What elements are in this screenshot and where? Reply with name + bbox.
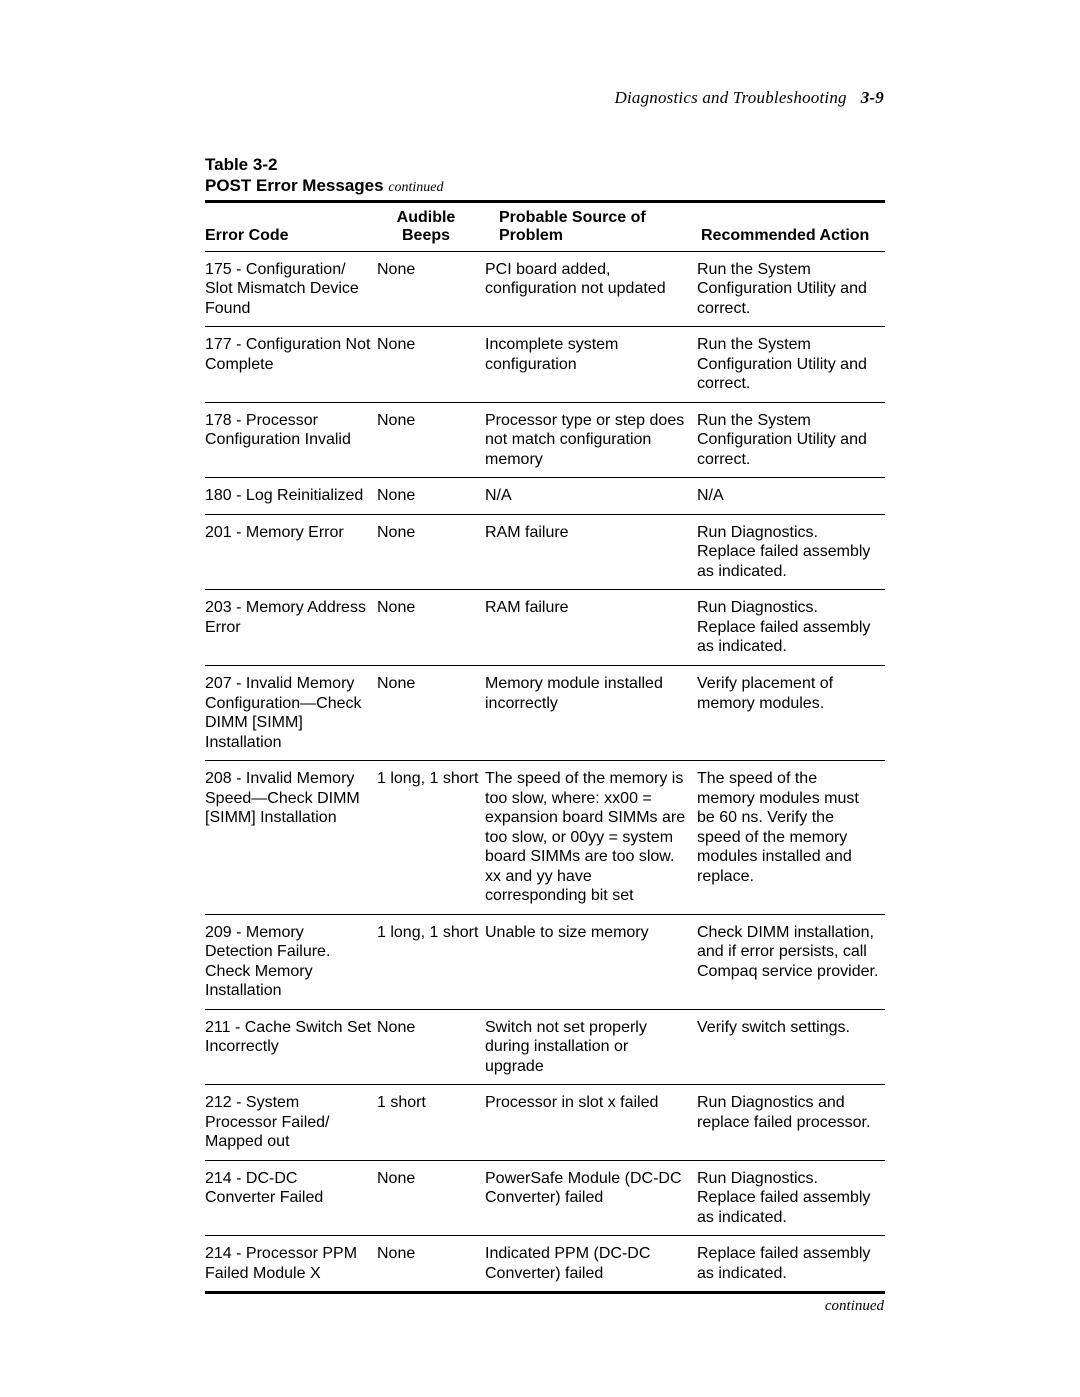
table-row: 211 - Cache Switch Set IncorrectlyNoneSw… [205,1009,885,1085]
cell-problem: PowerSafe Module (DC-DC Converter) faile… [485,1160,697,1236]
cell-audible-beeps: None [377,1160,485,1236]
running-header-title: Diagnostics and Troubleshooting [614,88,846,107]
cell-action: Verify placement of memory modules. [697,666,885,761]
cell-problem: Switch not set properly during installat… [485,1009,697,1085]
table-row: 212 - System Processor Failed/ Mapped ou… [205,1085,885,1161]
cell-problem: Indicated PPM (DC-DC Converter) failed [485,1236,697,1293]
table-row: 209 - Memory Detection Failure. Check Me… [205,914,885,1009]
cell-audible-beeps: None [377,327,485,403]
cell-audible-beeps: None [377,590,485,666]
cell-problem: Processor in slot x failed [485,1085,697,1161]
table-row: 175 - Configuration/ Slot Mismatch Devic… [205,251,885,327]
cell-audible-beeps: None [377,514,485,590]
cell-error-code: 201 - Memory Error [205,514,377,590]
cell-problem: Memory module installed incorrectly [485,666,697,761]
cell-audible-beeps: None [377,1236,485,1293]
cell-action: Run the System Configuration Utility and… [697,402,885,478]
cell-action: Run Diagnostics and replace failed proce… [697,1085,885,1161]
cell-error-code: 211 - Cache Switch Set Incorrectly [205,1009,377,1085]
table-row: 203 - Memory Address ErrorNoneRAM failur… [205,590,885,666]
cell-action: Check DIMM installation, and if error pe… [697,914,885,1009]
cell-action: Run Diagnostics. Replace failed assembly… [697,514,885,590]
table-row: 180 - Log ReinitializedNoneN/AN/A [205,478,885,515]
cell-error-code: 180 - Log Reinitialized [205,478,377,515]
cell-error-code: 178 - Processor Configuration Invalid [205,402,377,478]
cell-audible-beeps: None [377,402,485,478]
cell-action: Run Diagnostics. Replace failed assembly… [697,1160,885,1236]
cell-problem: Processor type or step does not match co… [485,402,697,478]
running-header: Diagnostics and Troubleshooting 3-9 [205,88,884,108]
cell-problem: N/A [485,478,697,515]
col-header-error-code: Error Code [205,201,377,251]
cell-error-code: 209 - Memory Detection Failure. Check Me… [205,914,377,1009]
cell-action: Verify switch settings. [697,1009,885,1085]
post-error-table: Error Code Audible Beeps Probable Source… [205,200,885,1295]
col-header-action: Recommended Action [697,201,885,251]
table-row: 177 - Configuration Not CompleteNoneInco… [205,327,885,403]
cell-action: Replace failed assembly as indicated. [697,1236,885,1293]
table-row: 201 - Memory ErrorNoneRAM failureRun Dia… [205,514,885,590]
document-page: Diagnostics and Troubleshooting 3-9 Table… [0,0,1080,1397]
cell-error-code: 208 - Invalid Memory Speed—Check DIMM [S… [205,761,377,915]
table-row: 208 - Invalid Memory Speed—Check DIMM [S… [205,761,885,915]
cell-audible-beeps: 1 long, 1 short [377,761,485,915]
cell-action: Run the System Configuration Utility and… [697,327,885,403]
cell-error-code: 214 - DC-DC Converter Failed [205,1160,377,1236]
cell-audible-beeps: None [377,251,485,327]
table-row: 207 - Invalid Memory Configuration—Check… [205,666,885,761]
table-row: 178 - Processor Configuration InvalidNon… [205,402,885,478]
table-row: 214 - Processor PPM Failed Module XNoneI… [205,1236,885,1293]
cell-audible-beeps: None [377,1009,485,1085]
cell-audible-beeps: 1 short [377,1085,485,1161]
continued-footer: continued [205,1298,884,1315]
cell-error-code: 214 - Processor PPM Failed Module X [205,1236,377,1293]
cell-action: Run the System Configuration Utility and… [697,251,885,327]
cell-problem: RAM failure [485,514,697,590]
cell-error-code: 203 - Memory Address Error [205,590,377,666]
cell-action: The speed of the memory modules must be … [697,761,885,915]
page-number: 3-9 [861,88,884,107]
table-header-row: Error Code Audible Beeps Probable Source… [205,201,885,251]
cell-audible-beeps: None [377,666,485,761]
cell-problem: RAM failure [485,590,697,666]
table-row: 214 - DC-DC Converter FailedNonePowerSaf… [205,1160,885,1236]
cell-problem: PCI board added, configuration not updat… [485,251,697,327]
col-header-audible-beeps: Audible Beeps [377,201,485,251]
cell-error-code: 175 - Configuration/ Slot Mismatch Devic… [205,251,377,327]
table-body: 175 - Configuration/ Slot Mismatch Devic… [205,251,885,1293]
cell-action: N/A [697,478,885,515]
table-title: POST Error Messages continued [205,175,884,197]
table-title-text: POST Error Messages [205,176,384,195]
col-header-problem: Probable Source of Problem [485,201,697,251]
cell-problem: Unable to size memory [485,914,697,1009]
cell-error-code: 212 - System Processor Failed/ Mapped ou… [205,1085,377,1161]
cell-problem: Incomplete system configuration [485,327,697,403]
table-label: Table 3-2 [205,154,884,175]
cell-error-code: 207 - Invalid Memory Configuration—Check… [205,666,377,761]
cell-audible-beeps: None [377,478,485,515]
cell-action: Run Diagnostics. Replace failed assembly… [697,590,885,666]
cell-error-code: 177 - Configuration Not Complete [205,327,377,403]
table-title-continued: continued [388,180,443,195]
cell-audible-beeps: 1 long, 1 short [377,914,485,1009]
cell-problem: The speed of the memory is too slow, whe… [485,761,697,915]
